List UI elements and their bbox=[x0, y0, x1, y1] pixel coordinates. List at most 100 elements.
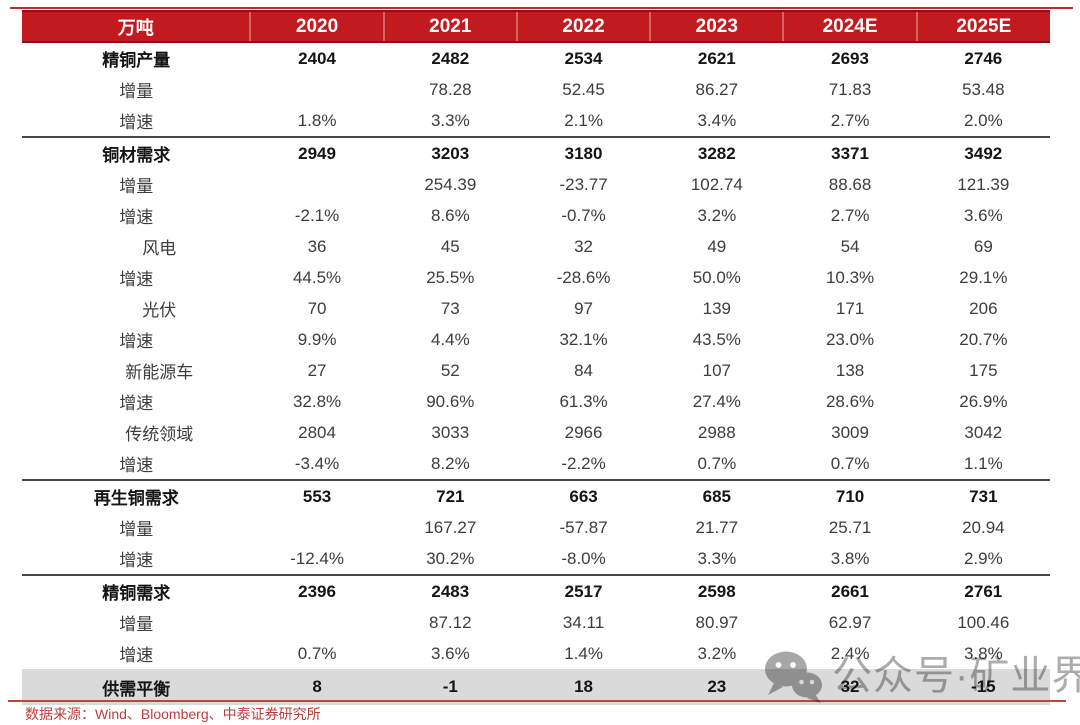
value-cell: 2.7% bbox=[830, 110, 870, 130]
value-cell: -2.1% bbox=[294, 205, 340, 225]
value-cell: 3.6% bbox=[430, 643, 470, 663]
value-cell: 685 bbox=[650, 479, 784, 512]
table-row: 增量 78.28 52.45 86.27 71.83 53.48 bbox=[22, 74, 1050, 105]
table-row: 再生铜需求 553 721 663 685 710 731 bbox=[22, 479, 1050, 512]
value-cell: 0.7% bbox=[830, 453, 870, 473]
value-cell: 70 bbox=[307, 298, 327, 318]
row-label: 增速 bbox=[119, 551, 154, 570]
value-cell: -12.4% bbox=[290, 548, 344, 568]
value-cell: 21.77 bbox=[695, 517, 739, 537]
value-cell: 2.0% bbox=[963, 110, 1003, 130]
row-label: 精铜需求 bbox=[22, 574, 251, 607]
value-cell: 49 bbox=[707, 236, 727, 256]
value-cell: 23.0% bbox=[825, 329, 875, 349]
value-cell: 175 bbox=[969, 360, 998, 380]
value-cell bbox=[250, 169, 383, 200]
value-cell: 27.4% bbox=[692, 391, 741, 411]
table-row: 增速 32.8% 90.6% 61.3% 27.4% 28.6% 26.9% bbox=[22, 386, 1050, 417]
table-row: 增速 0.7% 3.6% 1.4% 3.2% 2.4% 3.8% bbox=[22, 638, 1050, 669]
table-row: 增速 -12.4% 30.2% -8.0% 3.3% 3.8% 2.9% bbox=[22, 543, 1050, 575]
value-cell: 3033 bbox=[431, 422, 470, 442]
value-cell: 52 bbox=[440, 360, 460, 380]
value-cell bbox=[250, 512, 383, 543]
value-cell: 3282 bbox=[650, 136, 784, 169]
value-cell: 32.1% bbox=[559, 329, 608, 349]
value-cell: 2534 bbox=[564, 48, 603, 68]
value-cell: 25.71 bbox=[828, 517, 872, 537]
value-cell: -1 bbox=[383, 669, 517, 705]
value-cell: 10.3% bbox=[825, 267, 875, 287]
value-cell bbox=[250, 607, 383, 638]
value-cell: 731 bbox=[916, 479, 1050, 512]
row-label: 增量 bbox=[119, 615, 154, 634]
row-label: 增速 bbox=[119, 270, 154, 289]
table-row: 精铜产量 2404 2482 2534 2621 2693 2746 bbox=[22, 42, 1050, 74]
table-row: 增量 167.27 -57.87 21.77 25.71 20.94 bbox=[22, 512, 1050, 543]
value-cell: 2483 bbox=[383, 574, 517, 607]
value-cell bbox=[250, 74, 383, 105]
value-cell: 88.68 bbox=[828, 174, 872, 194]
value-cell: 69 bbox=[973, 236, 993, 256]
value-cell: 36 bbox=[307, 236, 327, 256]
value-cell: 84 bbox=[574, 360, 594, 380]
value-cell: 2.9% bbox=[963, 548, 1003, 568]
value-cell: 1.8% bbox=[297, 110, 337, 130]
value-cell: 29.1% bbox=[959, 267, 1008, 287]
value-cell: 2482 bbox=[431, 48, 470, 68]
value-cell: -23.77 bbox=[559, 174, 608, 194]
value-cell: 3492 bbox=[916, 136, 1050, 169]
value-cell: 23 bbox=[650, 669, 784, 705]
value-cell: 27 bbox=[307, 360, 327, 380]
table-row: 增量 254.39 -23.77 102.74 88.68 121.39 bbox=[22, 169, 1050, 200]
value-cell: 2.7% bbox=[830, 205, 870, 225]
value-cell: 8.2% bbox=[430, 453, 470, 473]
value-cell: 663 bbox=[516, 479, 651, 512]
value-cell: 3180 bbox=[516, 136, 651, 169]
value-cell: 138 bbox=[835, 360, 865, 380]
value-cell: 90.6% bbox=[426, 391, 475, 411]
value-cell: 78.28 bbox=[429, 79, 472, 99]
value-cell: 3.8% bbox=[963, 643, 1003, 663]
table-row: 风电 36 45 32 49 54 69 bbox=[22, 231, 1050, 262]
year-header-cell: 2022 bbox=[515, 10, 651, 43]
value-cell: 73 bbox=[440, 298, 460, 318]
table-row: 光伏 70 73 97 139 171 206 bbox=[22, 293, 1050, 324]
value-cell: 32 bbox=[574, 236, 594, 256]
value-cell: -28.6% bbox=[556, 267, 611, 287]
value-cell: -3.4% bbox=[294, 453, 340, 473]
row-label: 增速 bbox=[119, 456, 154, 475]
value-cell: 97 bbox=[574, 298, 594, 318]
value-cell: 710 bbox=[783, 479, 917, 512]
value-cell: 1.1% bbox=[963, 453, 1003, 473]
value-cell: -0.7% bbox=[561, 205, 606, 225]
header-row: 万吨 2020 2021 2022 2023 2024E 2025E bbox=[22, 10, 1050, 43]
data-source-note: 数据来源：Wind、Bloomberg、中泰证券研究所 bbox=[25, 706, 321, 722]
value-cell: 54 bbox=[840, 236, 860, 256]
year-header-cell: 2025E bbox=[915, 10, 1050, 43]
table-row: 精铜需求 2396 2483 2517 2598 2661 2761 bbox=[22, 574, 1050, 607]
row-label: 再生铜需求 bbox=[22, 479, 251, 512]
table-row: 增速 1.8% 3.3% 2.1% 3.4% 2.7% 2.0% bbox=[22, 105, 1050, 137]
unit-header-cell: 万吨 bbox=[22, 10, 251, 43]
value-cell: -2.2% bbox=[561, 453, 606, 473]
value-cell: 50.0% bbox=[692, 267, 741, 287]
value-cell: 2404 bbox=[298, 48, 336, 68]
value-cell: 61.3% bbox=[559, 391, 608, 411]
value-cell: 20.94 bbox=[962, 517, 1005, 537]
value-cell: 80.97 bbox=[695, 612, 739, 632]
row-label: 新能源车 bbox=[125, 363, 194, 382]
copper-supply-demand-table: 万吨 2020 2021 2022 2023 2024E 2025E 精铜产量 2… bbox=[22, 10, 1050, 705]
value-cell: 43.5% bbox=[692, 329, 741, 349]
table-row: 新能源车 27 52 84 107 138 175 bbox=[22, 355, 1050, 386]
value-cell: -57.87 bbox=[559, 517, 608, 537]
value-cell: 3.4% bbox=[697, 110, 737, 130]
value-cell: 2761 bbox=[916, 574, 1050, 607]
value-cell: 3371 bbox=[783, 136, 917, 169]
value-cell: -15 bbox=[916, 669, 1050, 705]
value-cell: 2693 bbox=[831, 48, 869, 68]
table-row: 供需平衡 8 -1 18 23 32 -15 bbox=[22, 669, 1050, 705]
table-row: 铜材需求 2949 3203 3180 3282 3371 3492 bbox=[22, 136, 1050, 169]
value-cell: 2598 bbox=[650, 574, 784, 607]
value-cell: 53.48 bbox=[962, 79, 1005, 99]
